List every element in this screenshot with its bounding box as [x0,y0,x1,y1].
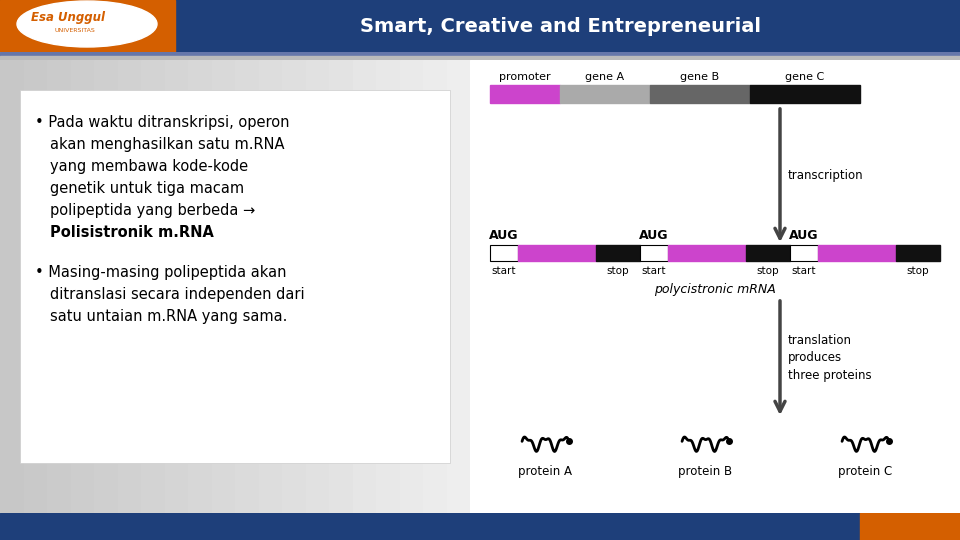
Bar [282,60,305,513]
Text: akan menghasilkan satu m.RNA: akan menghasilkan satu m.RNA [50,137,284,152]
Bar [235,60,258,513]
Bar [790,245,818,261]
Bar [23,60,47,513]
Text: AUG: AUG [490,229,518,242]
Text: • Pada waktu ditranskripsi, operon: • Pada waktu ditranskripsi, operon [35,115,290,130]
Text: polipeptida yang berbeda →: polipeptida yang berbeda → [50,203,255,218]
Bar [896,245,940,261]
Text: promoter: promoter [499,72,551,82]
Bar [746,245,790,261]
Bar [94,60,117,513]
Bar [596,245,640,261]
Text: AUG: AUG [789,229,819,242]
Bar [20,90,450,463]
Bar [640,245,668,261]
Text: genetik untuk tiga macam: genetik untuk tiga macam [50,181,244,196]
Text: ditranslasi secara independen dari: ditranslasi secara independen dari [50,287,304,302]
Text: stop: stop [607,266,630,276]
Bar [560,85,650,103]
Ellipse shape [17,1,157,47]
Text: satu untaian m.RNA yang sama.: satu untaian m.RNA yang sama. [50,308,287,323]
Bar [399,60,423,513]
Bar [70,60,94,513]
Text: stop: stop [906,266,929,276]
Bar [668,245,746,261]
Bar [423,60,446,513]
Bar [518,245,596,261]
Text: AUG: AUG [639,229,669,242]
Text: yang membawa kode-kode: yang membawa kode-kode [50,159,248,174]
Text: translation
produces
three proteins: translation produces three proteins [788,334,872,381]
Text: start: start [492,266,516,276]
Bar [188,60,211,513]
Bar [818,245,896,261]
Text: protein B: protein B [678,465,732,478]
Text: protein C: protein C [838,465,892,478]
Bar [164,60,188,513]
Text: gene C: gene C [785,72,825,82]
Bar [0,56,960,60]
Bar [650,85,750,103]
Bar [0,52,960,56]
Text: start: start [641,266,666,276]
Bar [329,60,352,513]
Bar [117,60,141,513]
Text: transcription: transcription [788,169,864,182]
Text: • Masing-masing polipeptida akan: • Masing-masing polipeptida akan [35,265,286,280]
Bar [352,60,376,513]
Text: start: start [792,266,816,276]
Bar [446,60,470,513]
Text: gene B: gene B [681,72,720,82]
Text: polycistronic mRNA: polycistronic mRNA [654,283,776,296]
Text: stop: stop [756,266,780,276]
Bar [141,60,164,513]
Bar [0,0,175,52]
Bar [211,60,235,513]
Bar [860,513,960,540]
Text: Polisistronik m.RNA: Polisistronik m.RNA [50,225,214,240]
Bar [750,85,860,103]
Text: Smart, Creative and Entrepreneurial: Smart, Creative and Entrepreneurial [359,17,760,36]
Text: Esa Unggul: Esa Unggul [31,11,105,24]
Bar [258,60,282,513]
Bar [490,245,518,261]
Text: gene A: gene A [586,72,625,82]
Bar [376,60,399,513]
Text: UNIVERSITAS: UNIVERSITAS [55,29,95,33]
Bar [0,60,23,513]
Bar [47,60,70,513]
Bar [490,85,560,103]
Text: protein A: protein A [518,465,572,478]
Bar [305,60,329,513]
